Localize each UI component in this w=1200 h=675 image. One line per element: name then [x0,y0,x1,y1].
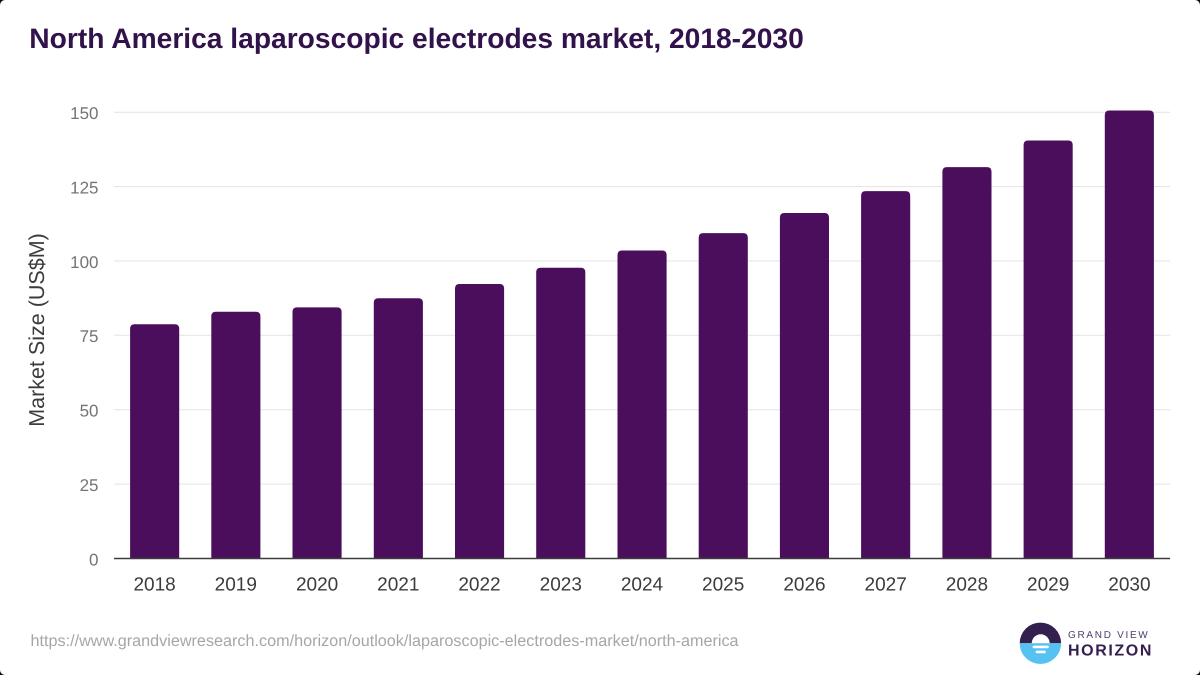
svg-text:HORIZON: HORIZON [1068,643,1153,660]
svg-text:2030: 2030 [1108,575,1150,596]
svg-text:2018: 2018 [133,575,175,596]
svg-text:2029: 2029 [1027,575,1069,596]
svg-text:North America laparoscopic ele: North America laparoscopic electrodes ma… [29,22,803,54]
svg-text:2025: 2025 [702,575,744,596]
svg-text:2023: 2023 [540,575,582,596]
svg-text:150: 150 [70,104,98,123]
svg-text:2026: 2026 [783,575,825,596]
svg-text:2028: 2028 [946,575,988,596]
svg-text:Market Size (US$M): Market Size (US$M) [25,233,49,427]
svg-text:https://www.grandviewresearch.: https://www.grandviewresearch.com/horizo… [31,632,739,650]
svg-text:2024: 2024 [621,575,664,596]
svg-text:75: 75 [80,327,99,346]
svg-text:25: 25 [80,476,99,495]
svg-text:GRAND VIEW: GRAND VIEW [1068,630,1149,641]
svg-text:125: 125 [70,178,98,197]
svg-text:2021: 2021 [377,575,419,596]
svg-text:2022: 2022 [458,575,500,596]
svg-text:50: 50 [80,402,99,421]
svg-text:0: 0 [89,550,98,569]
svg-text:2020: 2020 [296,575,338,596]
svg-text:100: 100 [70,253,98,272]
svg-text:2027: 2027 [865,575,907,596]
svg-text:2019: 2019 [215,575,257,596]
